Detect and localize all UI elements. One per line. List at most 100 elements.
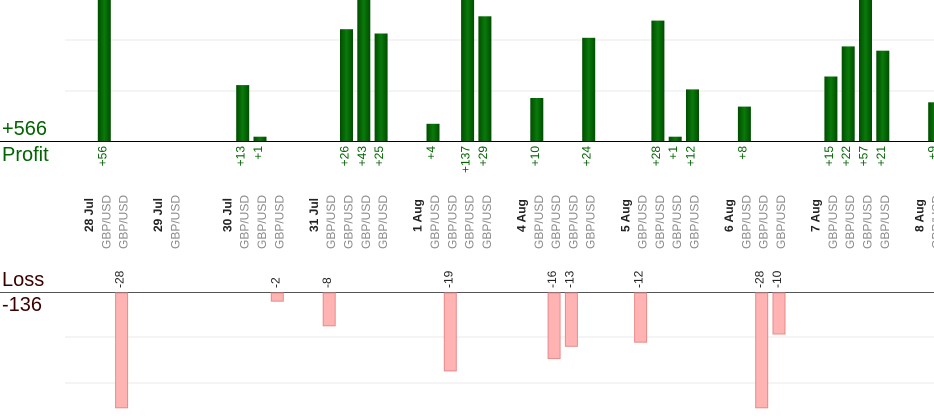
profit-total: +566 [2,118,48,140]
loss-value-label: -2 [268,277,282,288]
date-label: 7 Aug [809,199,823,232]
pair-label: GBP/USD [428,195,442,249]
loss-value-label: -19 [441,270,455,288]
pair-label: GBP/USD [359,195,373,249]
bars [97,0,934,409]
pair-label: GBP/USD [826,195,840,249]
pair-label: GBP/USD [584,195,598,249]
loss-bar [755,292,769,409]
pair-label: GBP/USD [255,195,269,249]
profit-bar [686,89,699,141]
profit-bar [841,46,855,141]
loss-value-label: -13 [562,270,576,288]
profit-bar [253,136,267,141]
pair-label: GBP/USD [861,195,875,249]
pair-label: GBP/USD [463,195,477,249]
profit-bar [876,50,890,142]
pair-label: GBP/USD [342,195,356,249]
date-label: 31 Jul [307,198,321,232]
profit-value-label: +22 [839,146,853,167]
loss-bar [634,292,648,343]
pair-label: GBP/USD [566,195,580,249]
pair-label: GBP/USD [532,195,546,249]
date-label: 8 Aug [912,199,926,232]
profit-value-label: +21 [874,146,888,167]
loss-value-label: -12 [632,270,646,288]
profit-value-label: +25 [372,146,386,167]
pair-label: GBP/USD [324,195,338,249]
loss-total: -136 [2,294,43,316]
profit-value-label: +13 [234,146,248,167]
profit-bar [530,98,544,141]
pair-label: GBP/USD [843,195,857,249]
profit-value-label: +12 [684,146,698,167]
pair-label: GBP/USD [739,195,753,249]
date-label: 4 Aug [515,199,529,232]
pair-label: GBP/USD [688,195,702,249]
profit-value-label: +57 [857,146,871,167]
loss-bar [270,292,284,302]
profit-value-label: +9 [926,146,934,160]
value-labels: +56-28+13 +1-2 -8+26 +43 +25 +4-19+137 +29 +10-… [95,146,934,288]
pair-label: GBP/USD [376,195,390,249]
pair-label: GBP/USD [169,195,183,249]
pair-label: GBP/USD [774,195,788,249]
profit-value-label: +43 [355,146,369,167]
profit-label: Profit [2,144,49,166]
date-label: 5 Aug [618,199,632,232]
loss-bar [547,292,561,360]
loss-bar [443,292,457,372]
date-label: 6 Aug [722,199,736,232]
profit-bar [651,20,665,142]
profit-bar [478,16,492,141]
profit-bar [461,0,475,141]
profit-value-label: +28 [649,146,663,167]
profit-bar [737,106,751,141]
profit-bar [236,85,250,141]
profit-bar [824,76,838,141]
pair-label: GBP/USD [670,195,684,249]
profit-value-label: +4 [424,146,438,160]
x-axis-labels: 28 Jul GBP/USD GBP/USD 29 Jul GBP/USD 30 Jul G… [82,195,934,249]
pair-label: GBP/USD [99,195,113,249]
pair-label: GBP/USD [930,195,934,249]
profit-bar [374,33,388,141]
loss-value-label: -28 [753,270,767,288]
loss-bar [564,292,578,347]
profit-bar [426,123,440,141]
loss-bar [115,292,129,409]
loss-label: Loss [2,269,45,291]
profit-bar [928,102,934,141]
pair-label: GBP/USD [636,195,650,249]
loss-value-label: -28 [113,270,127,288]
profit-bar [859,0,872,141]
profit-value-label: +1 [666,146,680,160]
loss-value-label: -8 [320,277,334,288]
pair-label: GBP/USD [757,195,771,249]
pair-label: GBP/USD [445,195,459,249]
pair-label: GBP/USD [480,195,494,249]
profit-value-label: +29 [476,146,490,167]
grid-lines [0,39,934,384]
pair-label: GBP/USD [117,195,131,249]
pair-label: GBP/USD [272,195,286,249]
pair-label: GBP/USD [653,195,667,249]
pair-label: GBP/USD [878,195,892,249]
loss-bar [322,292,336,327]
date-label: 1 Aug [411,199,425,232]
loss-bar [772,292,786,335]
profit-value-label: +56 [95,146,109,167]
profit-value-label: +26 [338,146,352,167]
date-label: 30 Jul [220,198,234,232]
pair-label: GBP/USD [238,195,252,249]
pair-label: GBP/USD [549,195,563,249]
profit-bar [668,136,682,141]
profit-bar [340,29,353,142]
profit-value-label: +8 [735,146,749,160]
profit-value-label: +24 [580,146,594,167]
date-label: 29 Jul [151,198,165,232]
profit-bar [582,37,596,141]
profit-value-label: +1 [251,146,265,160]
profit-bar [357,0,371,141]
